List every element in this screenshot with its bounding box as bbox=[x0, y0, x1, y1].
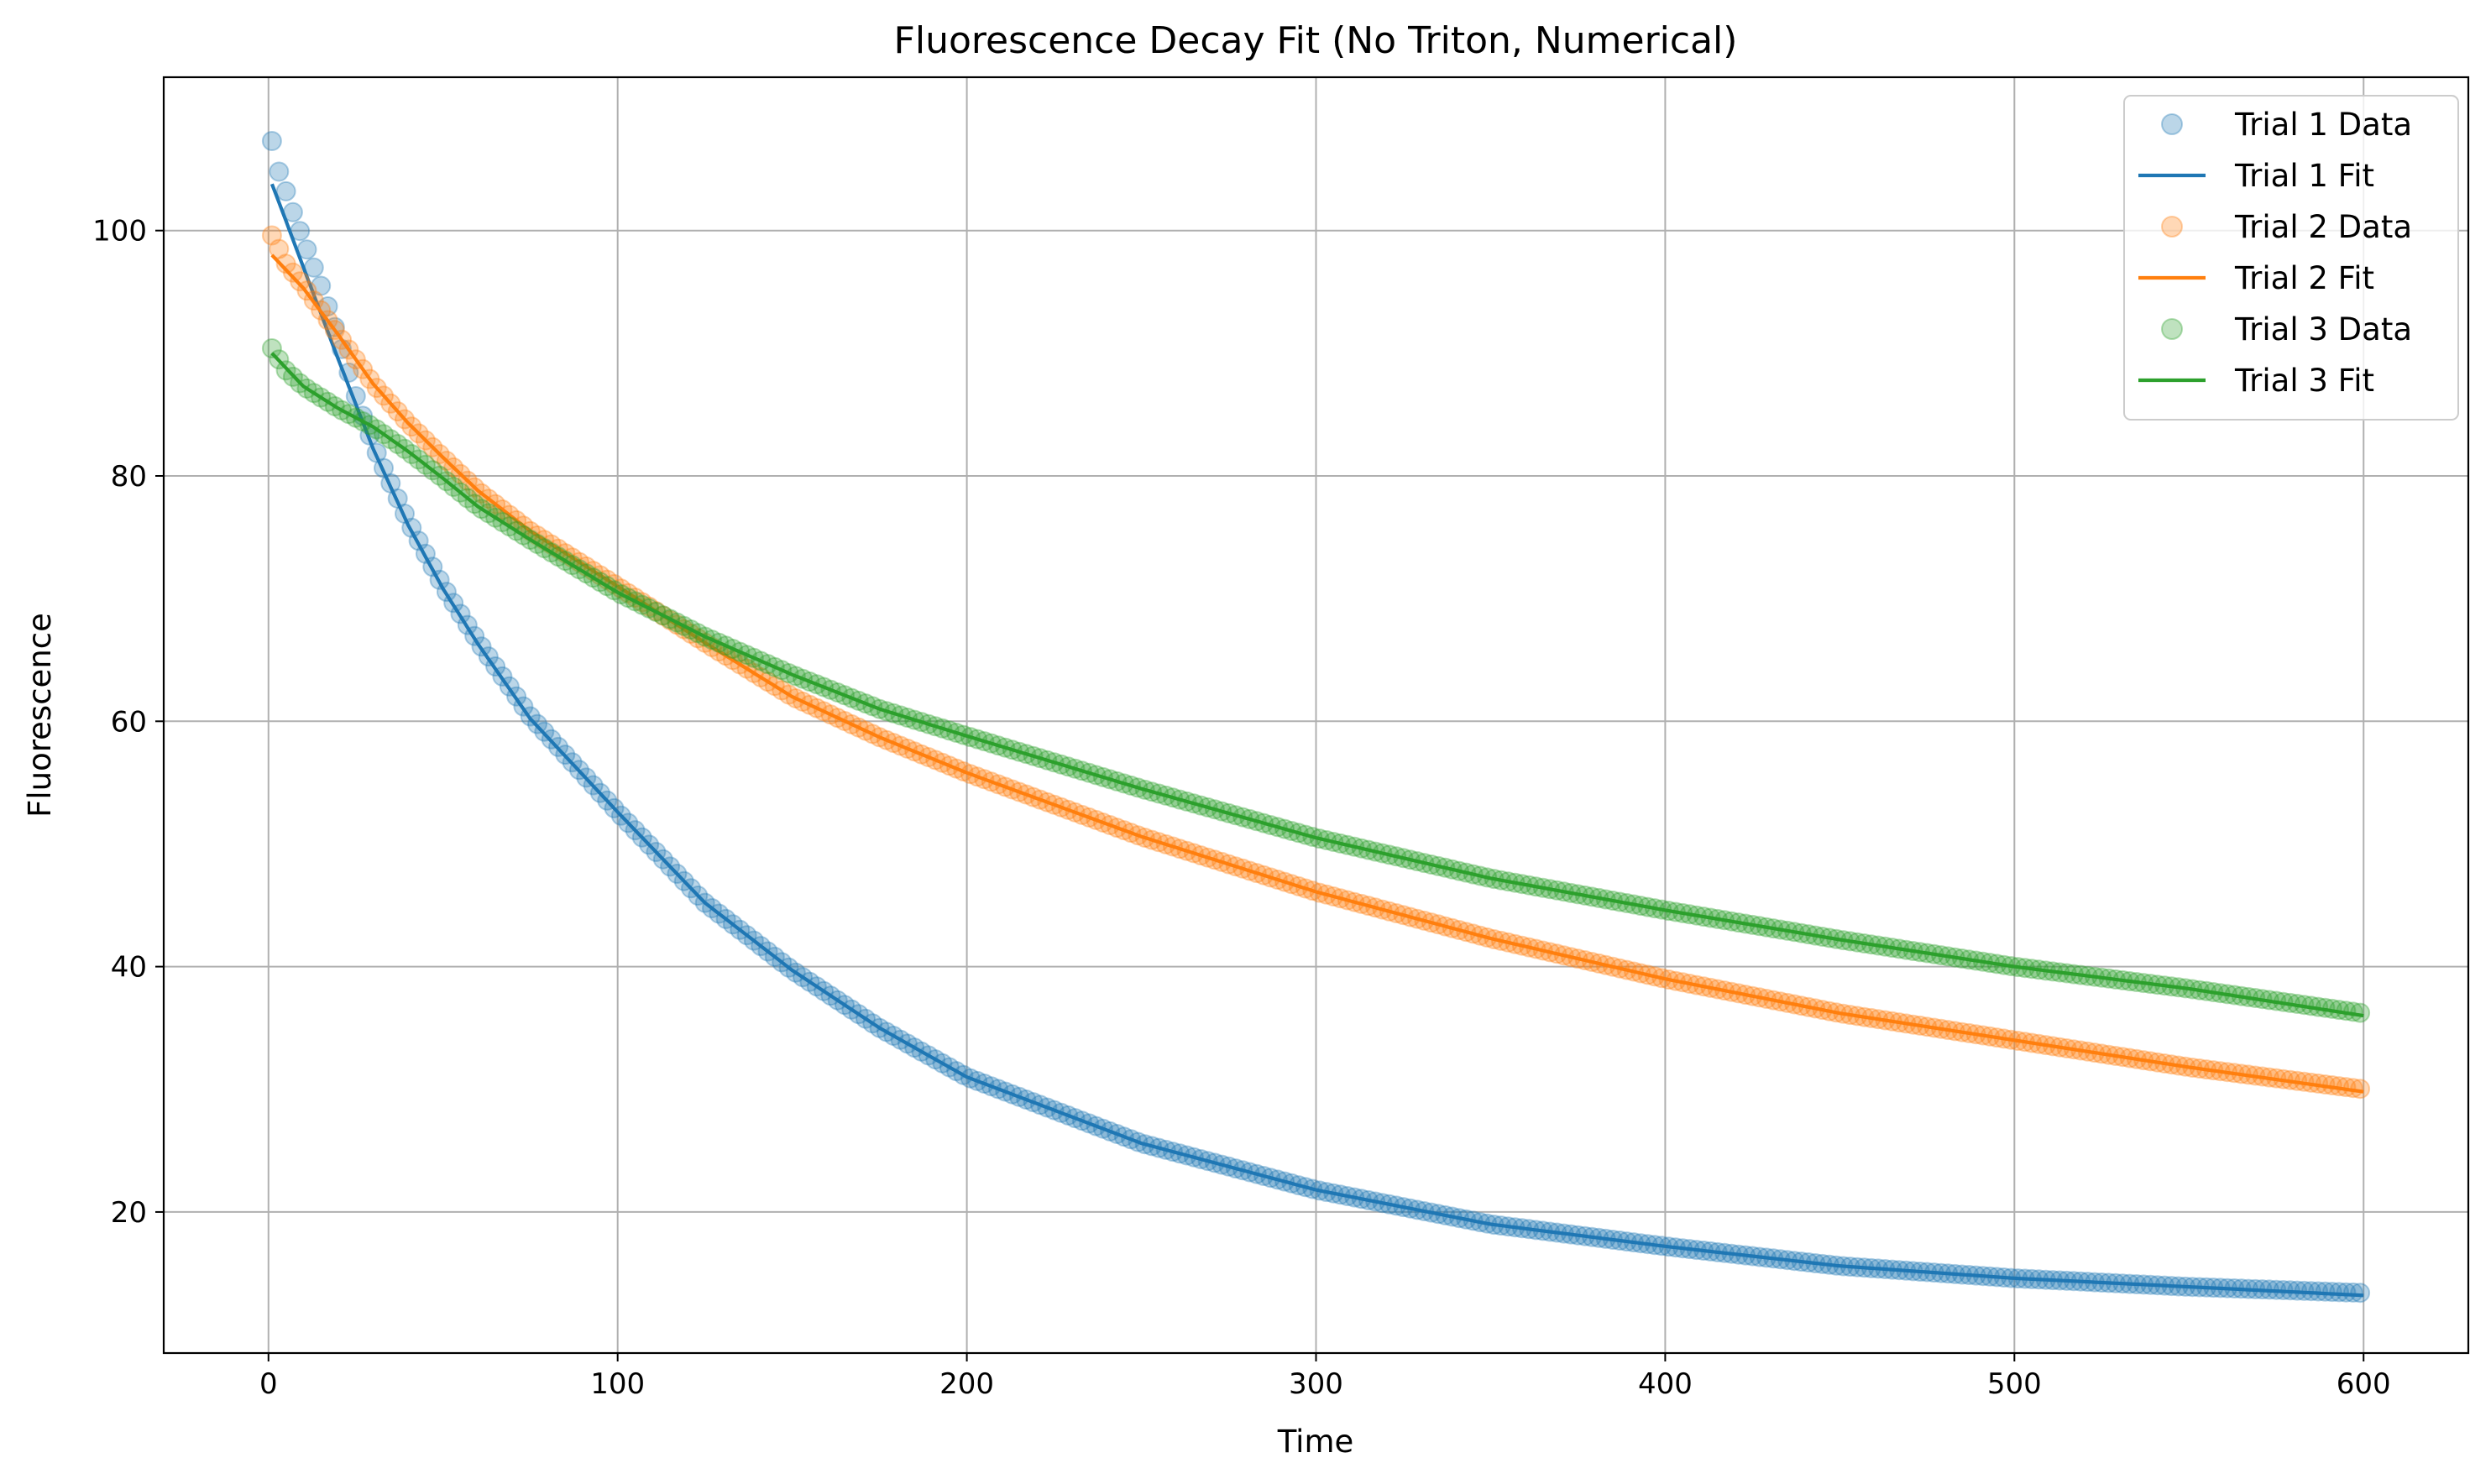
series-layer bbox=[261, 131, 2371, 1304]
fit-line bbox=[270, 183, 2364, 1298]
legend-item: Trial 3 Fit bbox=[2138, 363, 2374, 399]
legend: Trial 1 Data Trial 1 Fit Trial 2 Data Trial… bbox=[2123, 95, 2459, 421]
x-tick-label: 600 bbox=[2337, 1367, 2391, 1401]
legend-marker bbox=[2161, 318, 2183, 340]
x-axis-label: Time bbox=[1277, 1424, 1354, 1460]
legend-box bbox=[2123, 95, 2459, 421]
legend-marker bbox=[2161, 216, 2183, 238]
legend-item: Trial 2 Fit bbox=[2138, 260, 2374, 296]
legend-item: Trial 1 Data bbox=[2161, 107, 2412, 143]
legend-label: Trial 3 Fit bbox=[2234, 363, 2374, 399]
legend-label: Trial 1 Data bbox=[2234, 107, 2412, 143]
data-point bbox=[275, 180, 296, 201]
axis-ticks: 0 100 200 300 400 500 600 20 40 60 80 100 bbox=[92, 215, 2391, 1401]
x-tick-label: 200 bbox=[939, 1367, 994, 1401]
legend-item: Trial 3 Data bbox=[2161, 311, 2412, 347]
legend-marker bbox=[2161, 113, 2183, 135]
legend-item: Trial 2 Data bbox=[2161, 209, 2412, 245]
series-trial-2-fit bbox=[270, 253, 2364, 1094]
x-tick-label: 300 bbox=[1289, 1367, 1343, 1401]
series-trial-3-fit bbox=[270, 352, 2364, 1018]
data-point bbox=[2350, 1283, 2371, 1304]
data-point bbox=[269, 161, 290, 182]
x-tick-label: 100 bbox=[590, 1367, 645, 1401]
data-point bbox=[282, 262, 303, 283]
legend-item: Trial 1 Fit bbox=[2138, 158, 2374, 194]
data-point bbox=[261, 225, 282, 246]
data-point bbox=[2342, 1282, 2363, 1303]
x-tick-label: 400 bbox=[1638, 1367, 1693, 1401]
data-point bbox=[275, 253, 296, 274]
y-tick-label: 100 bbox=[92, 215, 147, 248]
legend-label: Trial 2 Data bbox=[2234, 209, 2412, 245]
y-axis-label: Fluorescence bbox=[22, 613, 58, 818]
data-point bbox=[269, 238, 290, 259]
fit-line bbox=[270, 352, 2364, 1018]
legend-label: Trial 1 Fit bbox=[2234, 158, 2374, 194]
y-tick-label: 80 bbox=[111, 460, 147, 494]
data-point bbox=[290, 271, 311, 292]
data-point bbox=[261, 338, 282, 358]
y-tick-label: 40 bbox=[111, 951, 147, 985]
fit-line bbox=[270, 253, 2364, 1094]
data-point bbox=[261, 131, 282, 151]
x-tick-label: 0 bbox=[259, 1367, 278, 1401]
legend-label: Trial 2 Fit bbox=[2234, 260, 2374, 296]
chart-title: Fluorescence Decay Fit (No Triton, Numer… bbox=[894, 19, 1738, 62]
legend-label: Trial 3 Data bbox=[2234, 311, 2412, 347]
y-tick-label: 60 bbox=[111, 705, 147, 739]
y-tick-label: 20 bbox=[111, 1196, 147, 1230]
grid-lines bbox=[164, 77, 2468, 1353]
x-tick-label: 500 bbox=[1987, 1367, 2042, 1401]
series-trial-1-fit bbox=[270, 183, 2364, 1298]
